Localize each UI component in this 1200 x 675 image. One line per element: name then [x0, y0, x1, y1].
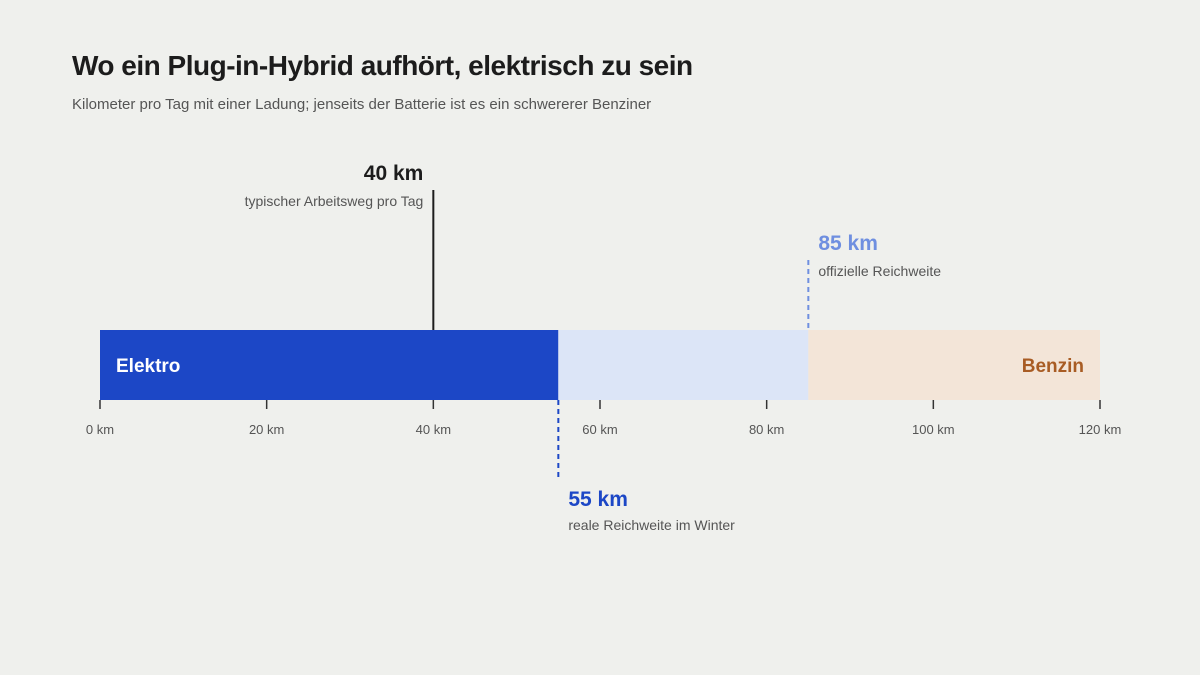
tick-label: 100 km [912, 422, 955, 437]
segment-label: Elektro [116, 356, 180, 377]
x-axis: 0 km 20 km 40 km 60 km 80 km 100 km 120 km [86, 400, 1121, 437]
tick-label: 60 km [582, 422, 617, 437]
bar-segment [808, 330, 1100, 400]
marker-description: reale Reichweite im Winter [568, 517, 735, 533]
marker-description: typischer Arbeitsweg pro Tag [245, 193, 424, 209]
tick-label: 40 km [416, 422, 451, 437]
tick-label: 0 km [86, 422, 114, 437]
chart-title: Wo ein Plug-in-Hybrid aufhört, elektrisc… [72, 50, 693, 81]
chart-subtitle: Kilometer pro Tag mit einer Ladung; jens… [72, 96, 652, 113]
segments: Elektro Benzin [100, 330, 1100, 400]
tick-label: 120 km [1079, 422, 1122, 437]
tick-label: 20 km [249, 422, 284, 437]
marker-description: offizielle Reichweite [818, 263, 941, 279]
marker-value-label: 85 km [818, 232, 878, 255]
markers: 40 km typischer Arbeitsweg pro Tag 85 km of… [245, 162, 942, 533]
marker-value-label: 40 km [364, 162, 424, 185]
tick-label: 80 km [749, 422, 784, 437]
bar-segment [558, 330, 809, 400]
segment-label: Benzin [1022, 356, 1084, 377]
marker-value-label: 55 km [568, 488, 628, 511]
bar-segment [100, 330, 559, 400]
